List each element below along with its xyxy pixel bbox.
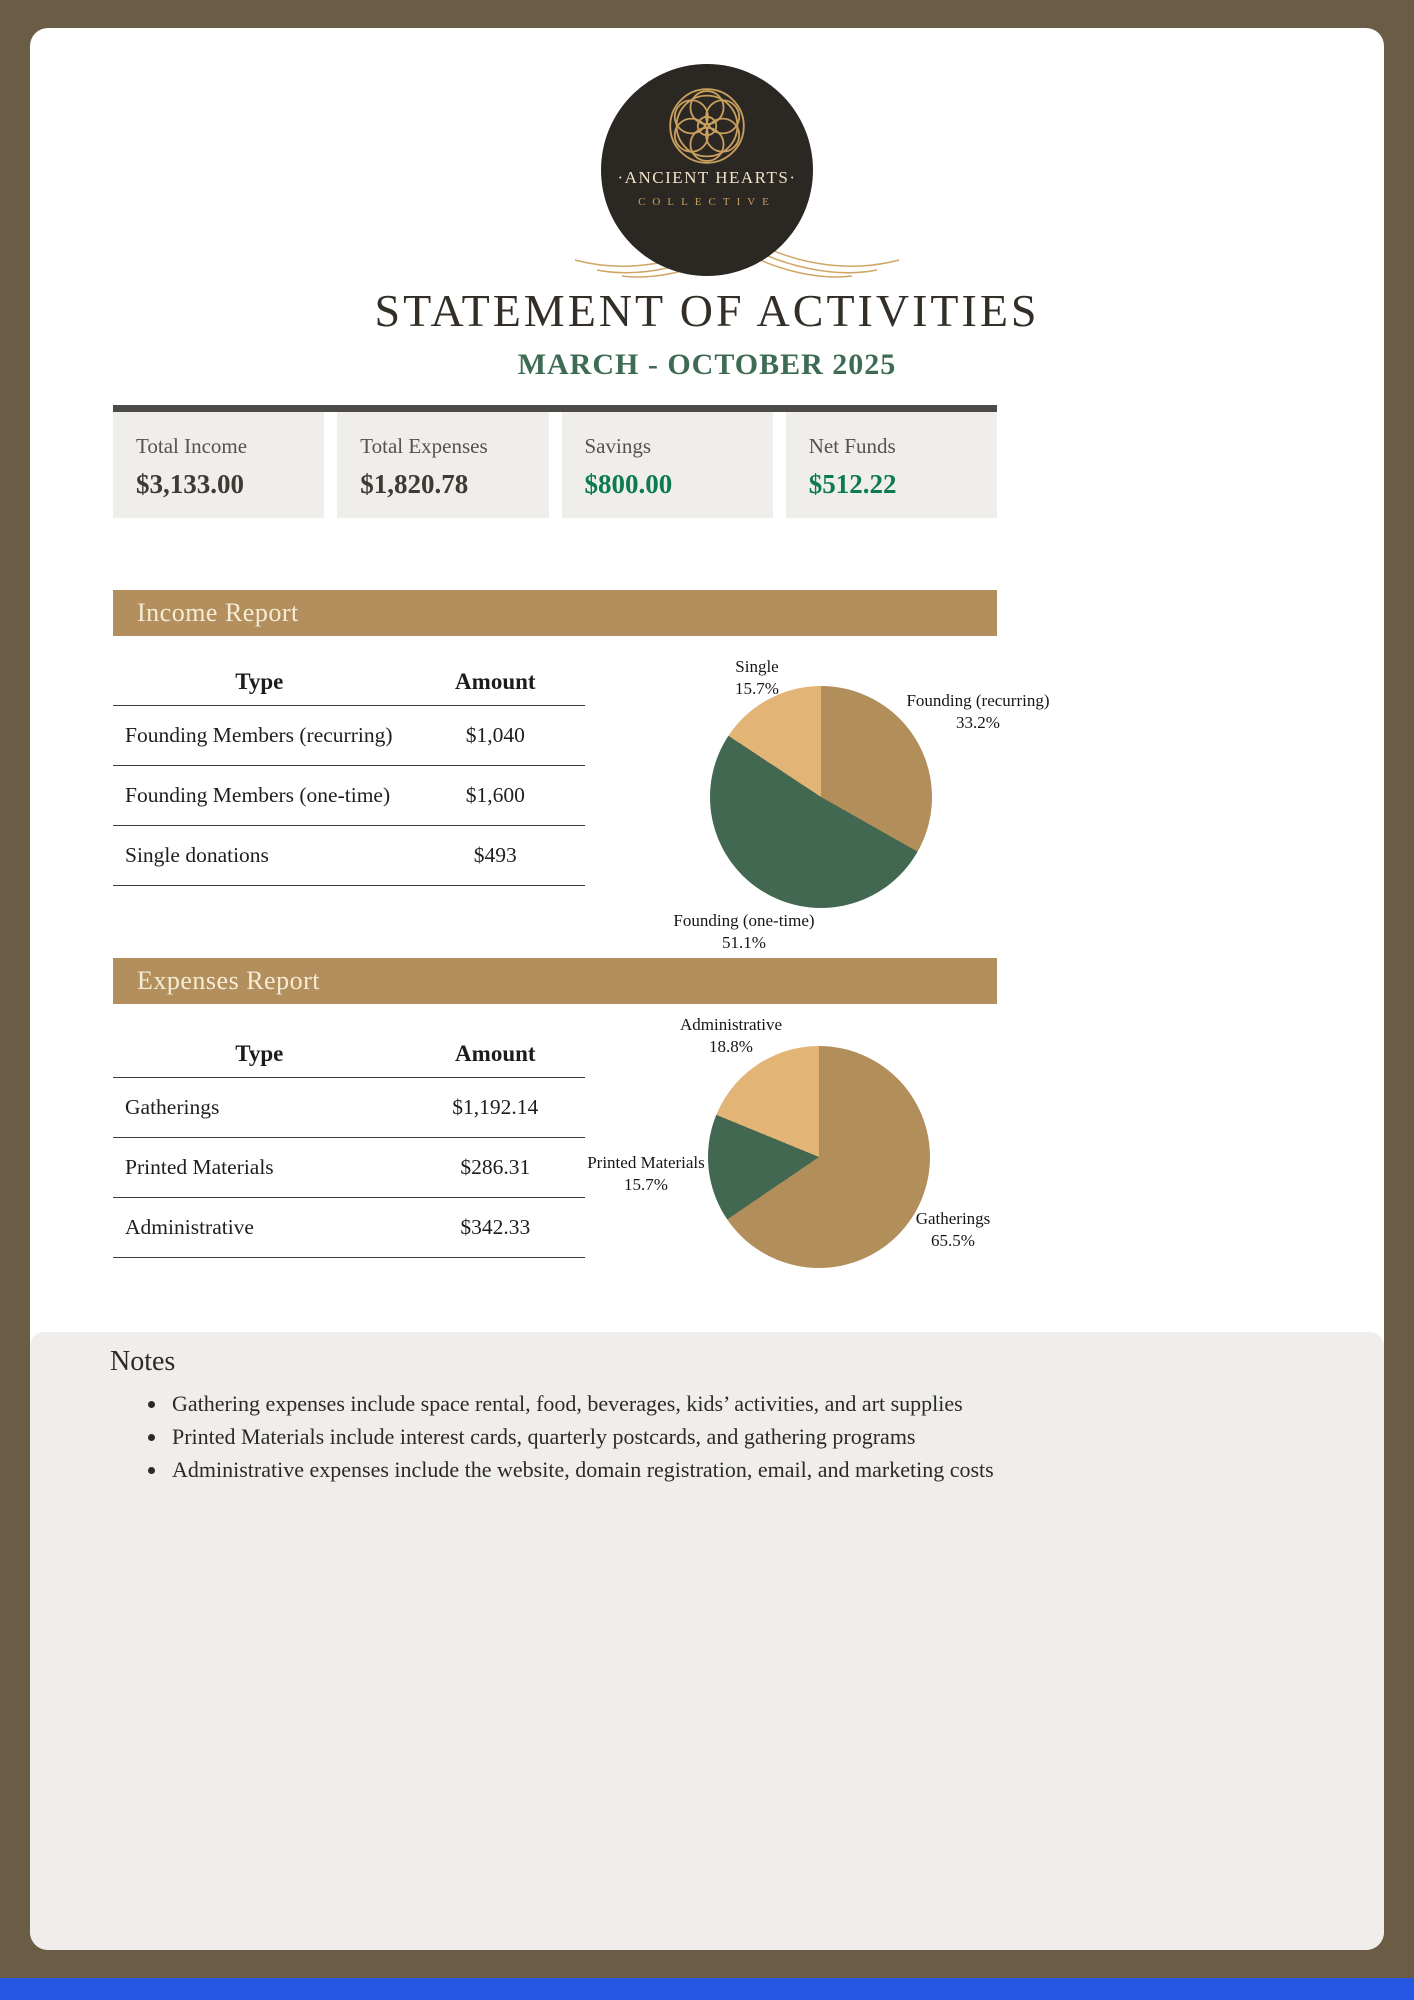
summary-top-border — [113, 405, 997, 412]
row-amount: $1,600 — [465, 783, 525, 807]
row-type: Single donations — [125, 843, 269, 867]
pie-label-administrative: Administrative 18.8% — [680, 1015, 782, 1056]
summary-card-savings: Savings $800.00 — [561, 412, 773, 518]
notes-list: Gathering expenses include space rental,… — [168, 1390, 1318, 1489]
row-type: Founding Members (one-time) — [125, 783, 391, 807]
pie-label-founding-one-time: Founding (one-time) 51.1% — [673, 911, 815, 952]
pie-label-gatherings: Gatherings 65.5% — [915, 1209, 991, 1250]
pie-label-printed-materials: Printed Materials 15.7% — [587, 1153, 705, 1194]
section-header-income: Income Report — [113, 590, 997, 636]
logo: ·ANCIENT HEARTS· COLLECTIVE — [601, 64, 813, 276]
page-title: STATEMENT OF ACTIVITIES — [374, 285, 1040, 336]
flower-of-life-icon — [669, 88, 745, 164]
row-type: Founding Members (recurring) — [125, 723, 393, 747]
table-header-amount: Amount — [455, 668, 536, 694]
table-row: Single donations $493 — [113, 826, 585, 886]
summary-card-value: $3,133.00 — [136, 469, 244, 499]
expenses-pie-chart — [708, 1046, 930, 1268]
table-row: Printed Materials $286.31 — [113, 1138, 585, 1198]
summary-card-total-income: Total Income $3,133.00 — [113, 412, 325, 518]
table-header-type: Type — [235, 1040, 284, 1066]
row-amount: $286.31 — [460, 1155, 531, 1179]
pie-label-founding-recurring: Founding (recurring) 33.2% — [906, 691, 1050, 732]
row-type: Gatherings — [125, 1095, 220, 1119]
summary-row: Total Income $3,133.00 Total Expenses $1… — [113, 412, 997, 518]
table-header-amount: Amount — [455, 1040, 536, 1066]
summary-card-label: Savings — [584, 434, 652, 458]
expenses-table-header: Type Amount — [113, 1030, 585, 1078]
summary-card-label: Net Funds — [808, 434, 896, 458]
summary-card-label: Total Expenses — [360, 434, 488, 458]
brand-subname: COLLECTIVE — [638, 196, 776, 208]
section-header-expenses: Expenses Report — [113, 958, 997, 1004]
summary-card-net-funds: Net Funds $512.22 — [785, 412, 997, 518]
table-header-type: Type — [235, 668, 284, 694]
row-amount: $493 — [473, 843, 517, 867]
summary-card-total-expenses: Total Expenses $1,820.78 — [337, 412, 549, 518]
income-table: Type Amount Founding Members (recurring)… — [113, 658, 585, 886]
expenses-table: Type Amount Gatherings $1,192.14 Printed… — [113, 1030, 585, 1258]
table-row: Administrative $342.33 — [113, 1198, 585, 1258]
summary-card-value: $1,820.78 — [360, 469, 469, 499]
page-frame: ·ANCIENT HEARTS· COLLECTIVE STATEMENT OF… — [30, 28, 1384, 1950]
brand-name: ·ANCIENT HEARTS· — [617, 168, 797, 187]
summary-card-value: $800.00 — [584, 469, 673, 499]
row-amount: $1,192.14 — [452, 1095, 539, 1119]
bottom-blue-bar — [0, 1978, 1414, 2000]
notes-title: Notes — [110, 1346, 176, 1377]
row-amount: $342.33 — [460, 1215, 531, 1239]
income-pie-chart — [710, 686, 932, 908]
row-type: Administrative — [125, 1215, 254, 1239]
notes-section: Notes Gathering expenses include space r… — [30, 1332, 1384, 1950]
summary-card-label: Total Income — [136, 434, 248, 458]
row-type: Printed Materials — [125, 1155, 274, 1179]
income-table-header: Type Amount — [113, 658, 585, 706]
pie-label-single: Single 15.7% — [735, 657, 779, 698]
note-item: Printed Materials include interest cards… — [168, 1423, 1318, 1451]
table-row: Gatherings $1,192.14 — [113, 1078, 585, 1138]
report-period: MARCH - OCTOBER 2025 — [517, 348, 897, 381]
summary-card-value: $512.22 — [808, 469, 897, 499]
table-row: Founding Members (recurring) $1,040 — [113, 706, 585, 766]
note-item: Administrative expenses include the webs… — [168, 1456, 1318, 1484]
row-amount: $1,040 — [465, 723, 525, 747]
note-item: Gathering expenses include space rental,… — [168, 1390, 1318, 1418]
table-row: Founding Members (one-time) $1,600 — [113, 766, 585, 826]
